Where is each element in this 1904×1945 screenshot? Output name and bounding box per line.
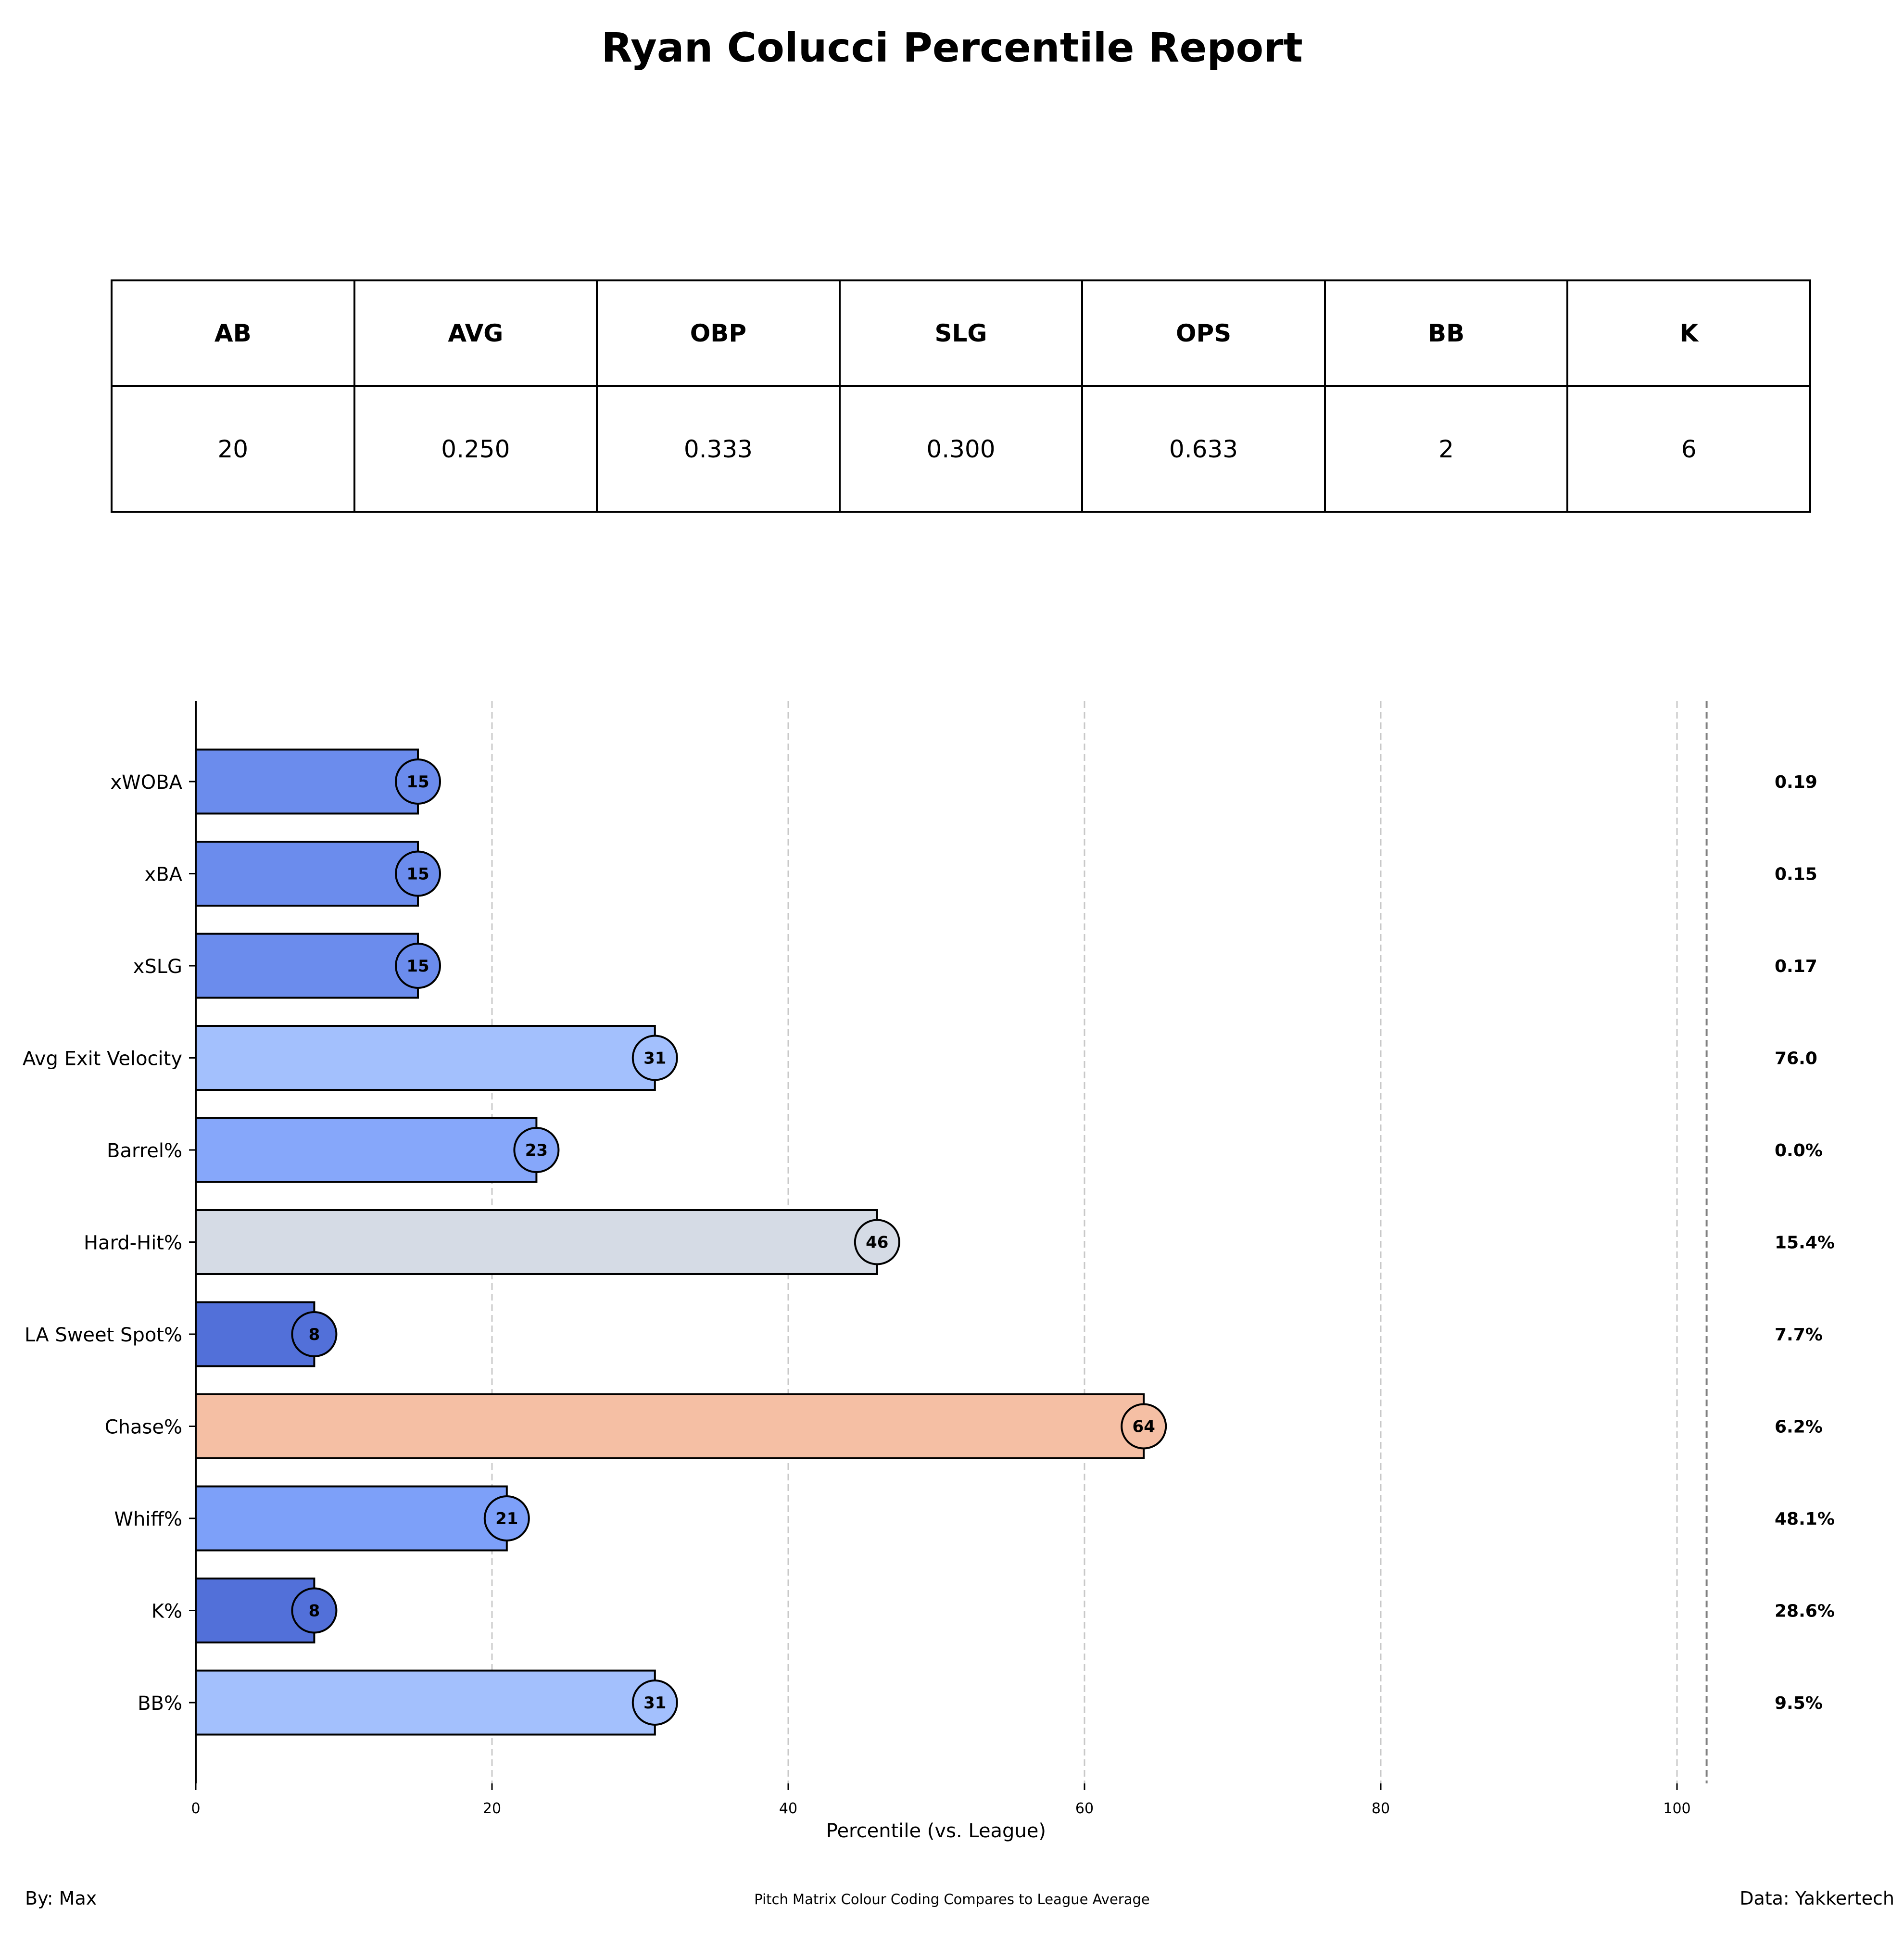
y-tick-label: Hard-Hit%: [84, 1232, 182, 1254]
stat-value-label: 76.0: [1775, 1049, 1817, 1069]
bar-value-marker: [631, 1680, 678, 1726]
stats-header-row: AB AVG OBP SLG OPS BB K: [111, 279, 1811, 387]
stats-table: AB AVG OBP SLG OPS BB K 20 0.250 0.333 0…: [111, 279, 1811, 513]
stat-value-label: 9.5%: [1775, 1693, 1823, 1713]
bar: [195, 1669, 656, 1736]
bar: [195, 1025, 656, 1091]
y-tick-label: Barrel%: [107, 1140, 182, 1162]
bar-value-label: 8: [309, 1325, 320, 1344]
bar-value-marker: [395, 758, 441, 805]
x-tick-label: 40: [779, 1800, 797, 1817]
y-tick-label: Chase%: [105, 1416, 182, 1439]
y-tick-label: BB%: [138, 1692, 182, 1715]
stats-value-ops: 0.633: [1081, 385, 1326, 513]
x-tick-label: 0: [191, 1800, 200, 1817]
bar: [195, 841, 419, 907]
bar: [195, 748, 419, 815]
bar-value-marker: [854, 1219, 900, 1265]
stats-value-slg: 0.300: [838, 385, 1084, 513]
stats-value-k: 6: [1566, 385, 1811, 513]
bar: [195, 933, 419, 999]
bar-value-label: 31: [643, 1693, 666, 1713]
stats-header-slg: SLG: [838, 279, 1084, 387]
stat-value-label: 0.17: [1775, 957, 1817, 976]
bar-value-marker: [395, 943, 441, 989]
bar-value-label: 21: [495, 1509, 518, 1528]
bar-value-label: 31: [643, 1049, 666, 1068]
footer-author: By: Max: [25, 1888, 97, 1909]
bar-value-marker: [291, 1587, 338, 1634]
stat-value-label: 48.1%: [1775, 1509, 1835, 1529]
stats-value-bb: 2: [1324, 385, 1569, 513]
page-title: Ryan Colucci Percentile Report: [601, 24, 1303, 71]
bar: [195, 1485, 508, 1552]
stat-value-label: 7.7%: [1775, 1325, 1823, 1345]
stats-header-k: K: [1566, 279, 1811, 387]
bar: [195, 1393, 1145, 1459]
x-tick-label: 80: [1372, 1800, 1390, 1817]
stat-value-label: 0.15: [1775, 865, 1817, 884]
bar-value-marker: [1121, 1403, 1167, 1450]
bar: [195, 1209, 878, 1275]
x-tick-label: 60: [1075, 1800, 1094, 1817]
x-tick-label: 20: [483, 1800, 501, 1817]
bar-value-marker: [395, 850, 441, 897]
stat-value-label: 0.0%: [1775, 1141, 1823, 1161]
bar-value-label: 64: [1133, 1417, 1155, 1437]
y-tick-label: K%: [151, 1601, 182, 1623]
bar: [195, 1117, 538, 1183]
stats-header-avg: AVG: [353, 279, 598, 387]
y-tick-label: xSLG: [133, 956, 182, 978]
y-tick-label: xWOBA: [110, 771, 182, 794]
stats-value-avg: 0.250: [353, 385, 598, 513]
y-tick-label: xBA: [145, 864, 183, 886]
stats-header-ab: AB: [111, 279, 355, 387]
stats-value-row: 20 0.250 0.333 0.300 0.633 2 6: [111, 385, 1811, 513]
stats-header-ops: OPS: [1081, 279, 1326, 387]
stat-value-label: 0.19: [1775, 772, 1817, 792]
footer-source: Data: Yakkertech: [1740, 1888, 1894, 1909]
stats-header-obp: OBP: [596, 279, 841, 387]
bar-value-label: 46: [866, 1233, 888, 1252]
x-tick-label: 100: [1663, 1800, 1690, 1817]
stats-value-ab: 20: [111, 385, 355, 513]
stat-value-label: 6.2%: [1775, 1417, 1823, 1437]
bar-value-label: 15: [406, 957, 429, 976]
stat-value-label: 28.6%: [1775, 1602, 1835, 1621]
bar-value-marker: [631, 1035, 678, 1081]
footer-note: Pitch Matrix Colour Coding Compares to L…: [754, 1891, 1150, 1907]
bar-value-label: 15: [406, 865, 429, 884]
stats-header-bb: BB: [1324, 279, 1569, 387]
stats-value-obp: 0.333: [596, 385, 841, 513]
bar-value-label: 15: [406, 772, 429, 792]
y-tick-label: LA Sweet Spot%: [25, 1324, 182, 1346]
x-axis-label: Percentile (vs. League): [826, 1820, 1046, 1842]
bar-value-label: 23: [525, 1141, 548, 1160]
stat-value-label: 15.4%: [1775, 1233, 1835, 1253]
bar-value-label: 8: [309, 1602, 320, 1621]
y-tick-label: Whiff%: [114, 1508, 182, 1530]
y-tick-label: Avg Exit Velocity: [23, 1048, 182, 1070]
bar-value-marker: [291, 1311, 338, 1357]
bar-value-marker: [513, 1127, 560, 1173]
bar-value-marker: [483, 1495, 530, 1541]
